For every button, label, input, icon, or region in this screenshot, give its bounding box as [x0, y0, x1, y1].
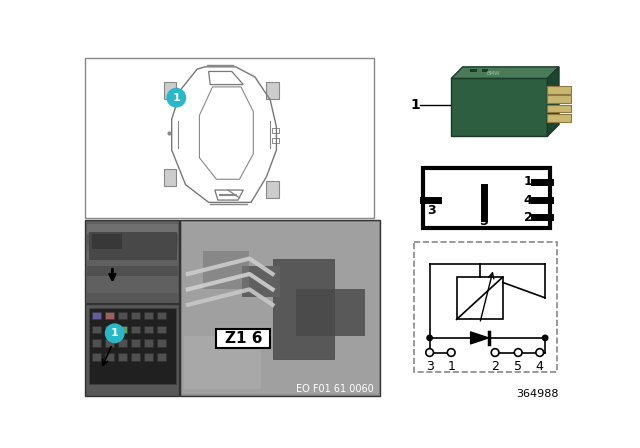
Bar — [92, 312, 101, 319]
Polygon shape — [547, 67, 559, 136]
Bar — [92, 340, 101, 347]
Text: 4: 4 — [536, 360, 544, 373]
Bar — [414, 242, 557, 372]
Bar — [204, 251, 250, 289]
Bar — [87, 293, 178, 302]
Bar — [164, 82, 176, 99]
Bar — [547, 104, 570, 112]
Bar — [296, 289, 365, 336]
Bar — [144, 312, 153, 319]
Text: 1: 1 — [111, 328, 118, 338]
Bar — [131, 312, 140, 319]
Text: 3: 3 — [428, 204, 436, 217]
Bar — [266, 82, 279, 99]
Bar — [87, 251, 178, 260]
Circle shape — [106, 324, 124, 343]
Bar — [547, 86, 570, 94]
Text: 5: 5 — [514, 360, 522, 373]
Bar — [164, 169, 176, 186]
Bar — [157, 312, 166, 319]
Bar — [118, 326, 127, 333]
Bar — [422, 168, 550, 228]
Bar — [87, 236, 178, 245]
Bar — [131, 353, 140, 361]
Bar — [105, 326, 114, 333]
Bar — [92, 234, 122, 250]
Bar — [92, 312, 101, 319]
Text: BMW: BMW — [486, 70, 500, 76]
Bar — [118, 353, 127, 361]
Bar — [547, 95, 570, 103]
Bar — [266, 181, 279, 198]
Bar — [118, 340, 127, 347]
Bar — [180, 220, 380, 396]
Bar — [547, 114, 570, 121]
Bar — [90, 232, 175, 258]
Polygon shape — [451, 78, 547, 136]
Ellipse shape — [204, 282, 280, 343]
Bar — [86, 220, 179, 303]
Circle shape — [427, 335, 433, 340]
Bar — [272, 129, 280, 133]
Bar — [157, 340, 166, 347]
Circle shape — [426, 349, 433, 356]
Bar — [184, 336, 261, 389]
Bar — [470, 69, 477, 72]
Circle shape — [447, 349, 455, 356]
Bar — [144, 353, 153, 361]
Text: 1: 1 — [410, 99, 420, 112]
Text: 4: 4 — [524, 194, 532, 207]
Bar — [273, 258, 334, 359]
Text: 3: 3 — [426, 360, 433, 373]
Bar — [86, 304, 179, 396]
Circle shape — [167, 88, 186, 107]
Bar — [125, 234, 168, 250]
Bar — [118, 312, 127, 319]
Bar — [87, 266, 178, 276]
Bar — [157, 353, 166, 361]
Text: 364988: 364988 — [516, 389, 559, 399]
Bar — [105, 312, 114, 319]
Bar — [216, 329, 270, 348]
Bar — [92, 326, 101, 333]
Text: 2: 2 — [491, 360, 499, 373]
Text: 1: 1 — [524, 175, 532, 188]
Circle shape — [492, 349, 499, 356]
Polygon shape — [470, 332, 489, 344]
Text: 1: 1 — [172, 93, 180, 103]
Ellipse shape — [196, 258, 257, 305]
Bar — [87, 282, 178, 291]
Bar — [182, 222, 379, 394]
Bar — [272, 138, 280, 143]
Bar — [90, 308, 175, 384]
Polygon shape — [451, 67, 559, 78]
Bar — [131, 340, 140, 347]
Bar — [144, 340, 153, 347]
Circle shape — [515, 349, 522, 356]
Text: 1: 1 — [447, 360, 455, 373]
Bar — [482, 69, 488, 72]
Text: 2: 2 — [524, 211, 532, 224]
Circle shape — [536, 349, 543, 356]
Text: EO F01 61 0060: EO F01 61 0060 — [296, 384, 374, 395]
Bar — [118, 326, 127, 333]
Text: Z1 6: Z1 6 — [225, 331, 262, 346]
Bar — [144, 326, 153, 333]
Bar — [87, 224, 178, 233]
Bar — [456, 277, 503, 319]
Bar — [92, 353, 101, 361]
Bar — [242, 266, 280, 297]
Circle shape — [543, 335, 548, 340]
Text: 5: 5 — [480, 215, 489, 228]
Bar — [105, 353, 114, 361]
Bar — [86, 58, 374, 218]
Bar — [157, 326, 166, 333]
Bar — [131, 326, 140, 333]
Bar — [105, 312, 114, 319]
Bar — [105, 340, 114, 347]
